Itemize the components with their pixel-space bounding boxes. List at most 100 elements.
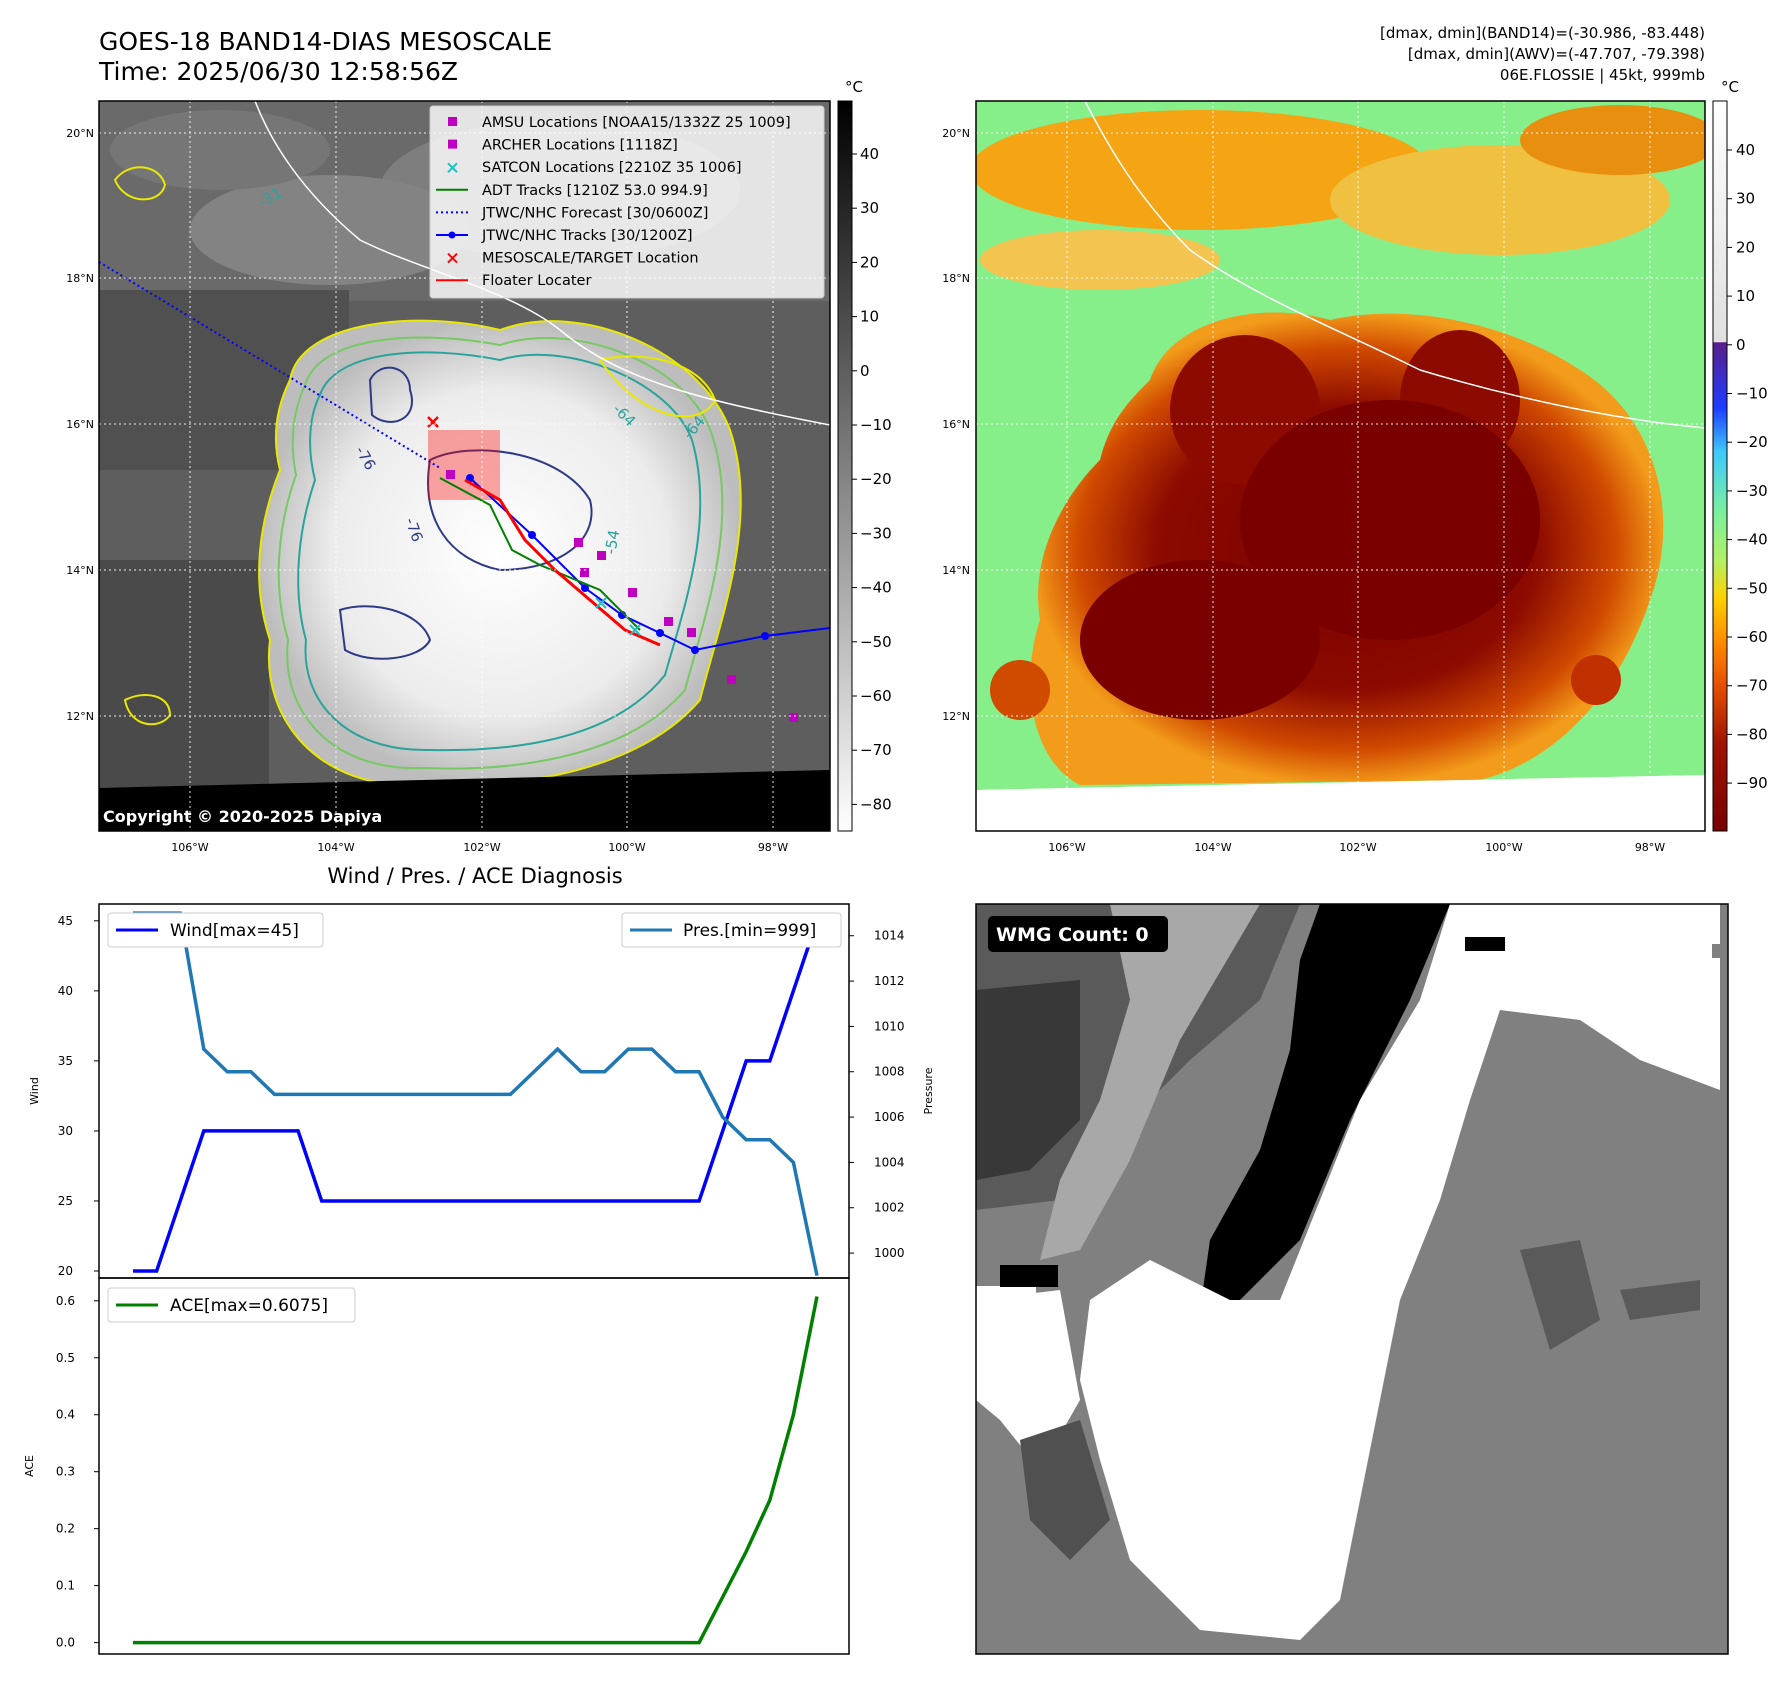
colorbar-tick: 20 [1736, 238, 1755, 256]
lat-tick: 16°N [66, 418, 94, 431]
x-marker-icon [447, 162, 458, 173]
map-legend: AMSU Locations [NOAA15/1332Z 25 1009] ARC… [429, 105, 825, 299]
colorbar-tick: 20 [860, 253, 879, 271]
legend-item: SATCON Locations [2210Z 35 1006] [447, 160, 741, 176]
lat-tick: 14°N [942, 564, 970, 577]
line-dot-icon [436, 231, 468, 239]
colorbar-tick: −50 [1736, 579, 1768, 597]
x-marker-icon [447, 252, 458, 264]
legend-item: Floater Locater [436, 273, 591, 289]
colorbar-tick: −90 [1736, 774, 1768, 792]
pres-legend-label: Pres.[min=999] [683, 921, 816, 941]
colorbar-tick: −80 [860, 795, 892, 813]
lon-tick: 102°W [463, 841, 500, 854]
axis-tick: 1006 [874, 1110, 905, 1124]
colorbar-tick: −30 [860, 524, 892, 542]
pres-legend: Pres.[min=999] [621, 912, 842, 948]
colorbar-unit: °C [845, 78, 863, 96]
legend-label: MESOSCALE/TARGET Location [482, 251, 699, 267]
legend-label: AMSU Locations [NOAA15/1332Z 25 1009] [482, 115, 791, 131]
stats-band14: [dmax, dmin](BAND14)=(-30.986, -83.448) [1380, 24, 1705, 42]
contour-label: -54 [601, 528, 623, 555]
ace-line [133, 1296, 819, 1645]
lat-tick: 14°N [66, 564, 94, 577]
legend-item: JTWC/NHC Forecast [30/0600Z] [436, 205, 708, 221]
colorbar-awv: °C 40 30 20 10 0 −10 −20 −30 −40 −50 −60 −70 −80 −90 [1712, 78, 1768, 832]
colorbar-tick: 30 [860, 199, 879, 217]
colorbar-tick: 10 [1736, 287, 1755, 305]
colorbar-tick: 40 [1736, 141, 1755, 159]
axis-tick: 0.3 [56, 1465, 75, 1479]
colorbar-tick: 30 [1736, 190, 1755, 208]
wind-line [133, 920, 819, 1273]
axis-tick: 1000 [874, 1246, 905, 1260]
axis-tick: 0.0 [56, 1636, 75, 1650]
legend-label: SATCON Locations [2210Z 35 1006] [482, 160, 741, 176]
axis-tick: 25 [58, 1194, 73, 1208]
axis-tick: 35 [58, 1054, 73, 1068]
lat-tick: 16°N [942, 418, 970, 431]
colorbar-tick: 0 [860, 362, 870, 380]
square-marker-icon [448, 117, 457, 126]
ace-axis-label: ACE [23, 1455, 36, 1477]
wind-legend-label: Wind[max=45] [170, 921, 299, 941]
wmg-count-box [988, 916, 1168, 952]
axis-tick: 1008 [874, 1065, 905, 1079]
colorbar-ir: °C 40 30 20 10 0 −10 −20 −30 −40 −50 −60 −70 −80 [837, 78, 892, 832]
axis-tick: 1002 [874, 1201, 905, 1215]
colorbar-unit: °C [1721, 78, 1739, 96]
pressure-axis-label: Pressure [922, 1067, 935, 1114]
axis-tick: 0.6 [56, 1294, 75, 1308]
colorbar-tick: −10 [860, 416, 892, 434]
lat-tick: 12°N [66, 710, 94, 723]
colorbar-tick: −20 [860, 470, 892, 488]
axis-tick: 0.4 [56, 1408, 75, 1422]
lon-tick: 98°W [758, 841, 788, 854]
colorbar-tick: −20 [1736, 433, 1768, 451]
ace-legend: ACE[max=0.6075] [107, 1287, 356, 1323]
awv-map-panel: 20°N 18°N 16°N 14°N 12°N 106°W 104°W 102… [942, 100, 1706, 854]
ace-legend-label: ACE[max=0.6075] [170, 1296, 328, 1316]
colorbar-tick: 40 [860, 145, 879, 163]
legend-item: MESOSCALE/TARGET Location [447, 251, 699, 267]
legend-item: JTWC/NHC Tracks [30/1200Z] [436, 228, 693, 244]
lon-tick: 106°W [171, 841, 208, 854]
axis-tick: 30 [58, 1124, 73, 1138]
lat-tick: 18°N [942, 272, 970, 285]
lon-tick: 104°W [317, 841, 354, 854]
lat-tick: 20°N [942, 127, 970, 140]
colorbar-tick: −10 [1736, 385, 1768, 403]
pressure-line [133, 911, 819, 1277]
axis-tick: 1010 [874, 1019, 905, 1033]
colorbar-tick: −60 [1736, 628, 1768, 646]
axis-tick: 0.2 [56, 1522, 75, 1536]
axis-tick: 1014 [874, 929, 905, 943]
lat-tick: 12°N [942, 710, 970, 723]
storm-info: 06E.FLOSSIE | 45kt, 999mb [1500, 66, 1705, 84]
colorbar-tick: −40 [860, 579, 892, 597]
wmg-panel: WMG Count: 0 [975, 903, 1729, 1655]
colorbar-tick: −70 [1736, 677, 1768, 695]
axis-tick: 40 [58, 984, 73, 998]
colorbar-tick: −80 [1736, 725, 1768, 743]
axis-tick: 0.5 [56, 1351, 75, 1365]
colorbar-tick: 0 [1736, 336, 1746, 354]
legend-label: ARCHER Locations [1118Z] [482, 138, 678, 154]
square-marker-icon [448, 139, 457, 149]
colorbar-tick: −50 [860, 633, 892, 651]
legend-label: Floater Locater [482, 273, 591, 289]
wind-legend: Wind[max=45] [107, 912, 324, 948]
legend-item: ARCHER Locations [1118Z] [448, 138, 678, 154]
axis-tick: 20 [58, 1264, 73, 1278]
legend-label: JTWC/NHC Tracks [30/1200Z] [481, 228, 693, 244]
colorbar-tick: −60 [860, 687, 892, 705]
lon-tick: 98°W [1635, 841, 1665, 854]
lon-tick: 106°W [1048, 841, 1085, 854]
axis-tick: 1004 [874, 1155, 905, 1169]
axis-tick: 0.1 [56, 1579, 75, 1593]
legend-label: ADT Tracks [1210Z 53.0 994.9] [482, 183, 708, 199]
stats-awv: [dmax, dmin](AWV)=(-47.707, -79.398) [1408, 45, 1705, 63]
lon-tick: 100°W [1485, 841, 1522, 854]
lon-tick: 100°W [608, 841, 645, 854]
